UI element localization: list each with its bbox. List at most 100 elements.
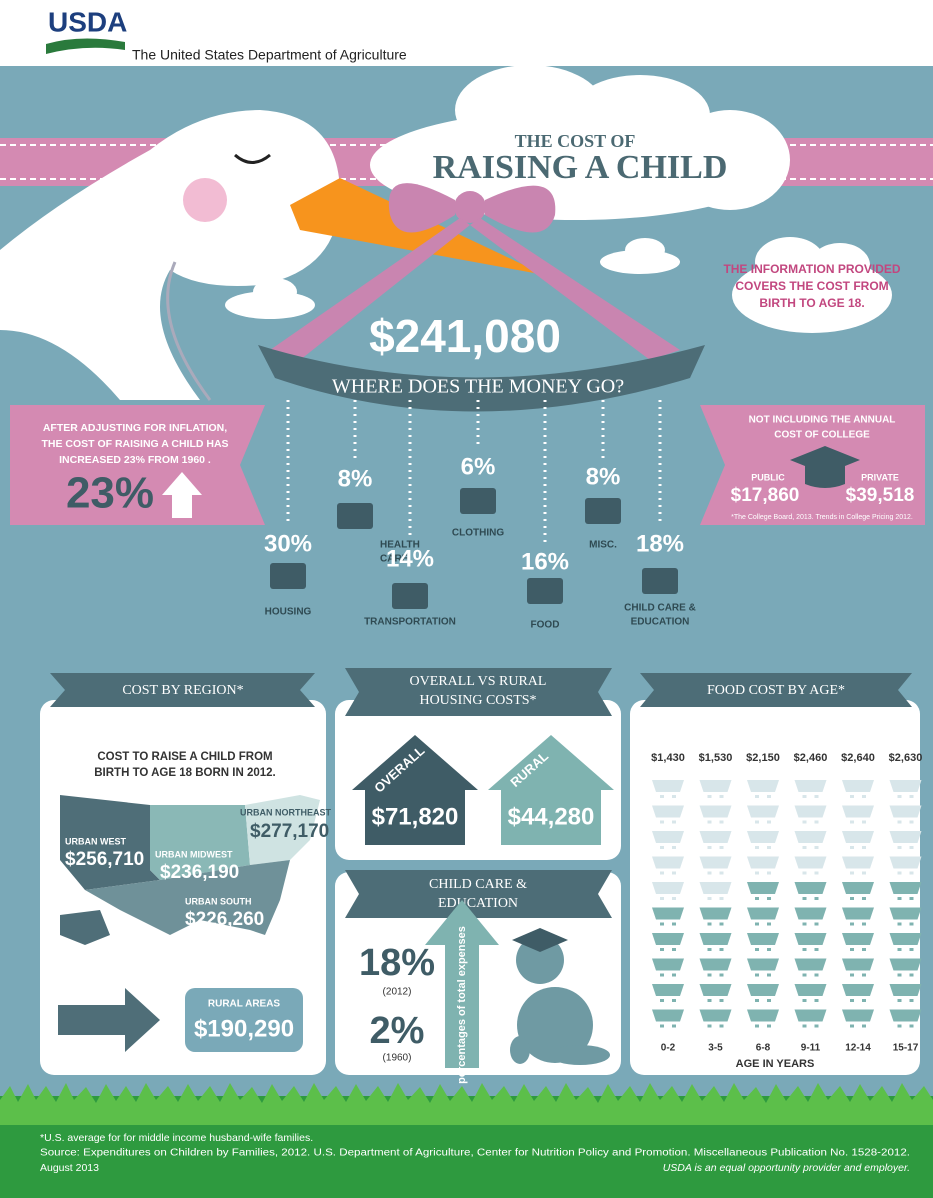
subtitle: WHERE DOES THE MONEY GO? (332, 376, 624, 398)
cart-icon (889, 856, 922, 875)
childcare-heading: CHILD CARE & (429, 877, 527, 892)
logo-swoosh (46, 38, 125, 54)
food-age: 3-5 (708, 1043, 723, 1054)
expense-icon (460, 488, 496, 514)
cart-icon (652, 780, 684, 798)
cart-icon (889, 805, 922, 824)
childcare-axis-note: percentages of total expenses (456, 926, 468, 1084)
cart-icon (842, 984, 874, 1002)
area-value: $226,260 (185, 909, 264, 930)
cart-icon (652, 907, 684, 926)
stork-eye (234, 153, 271, 164)
title-line1: THE COST OF (515, 131, 636, 151)
expense-value: 14% (386, 545, 434, 572)
stork (0, 110, 340, 400)
cart-icon (794, 882, 827, 900)
expense-value: 8% (586, 463, 621, 490)
title-cloud (370, 65, 790, 220)
cart-icon (747, 958, 779, 977)
rural-arrow (58, 988, 160, 1052)
expense-icon (642, 568, 678, 594)
subtitle-banner (258, 345, 705, 412)
ribbons (50, 668, 912, 918)
cart-icon (652, 882, 684, 900)
area-name: URBAN SOUTH (185, 896, 252, 906)
stork-neck-line (166, 261, 212, 401)
baby-cap (512, 928, 568, 952)
footer-source: Source: Expenditures on Children by Fami… (40, 1148, 910, 1159)
cart-icon (889, 907, 922, 926)
grad-cap (790, 446, 860, 488)
footer-date: August 2013 (40, 1162, 99, 1174)
cart-icon (747, 831, 779, 849)
cart-icon (794, 1009, 827, 1028)
food-amount: $2,460 (794, 752, 828, 764)
expense-icon (392, 583, 428, 609)
map-south (85, 860, 290, 935)
cart-icon (652, 933, 684, 951)
cart-icon (699, 805, 732, 824)
cart-icon (794, 907, 827, 926)
cart-icon (842, 882, 874, 900)
map-northeast (245, 795, 320, 865)
childcare-then-year: (1960) (383, 1053, 412, 1064)
house-overall (352, 735, 478, 845)
childcare-then: 2% (370, 1010, 425, 1052)
cart-icon (889, 933, 922, 951)
expense-label: HOUSING (265, 607, 312, 618)
expense-value: 16% (521, 548, 569, 575)
cart-icon (699, 882, 732, 900)
childcare-now-year: (2012) (383, 987, 412, 998)
agency: The United States Department of Agricult… (132, 47, 407, 63)
public-label: PUBLIC (751, 472, 785, 482)
food-age: 9-11 (801, 1043, 821, 1054)
cart-icon (794, 933, 827, 951)
cart-icon (652, 958, 684, 977)
cart-icon (747, 882, 779, 900)
cart-icon (747, 1009, 779, 1028)
food-amount: $2,630 (889, 752, 923, 764)
bow (270, 183, 680, 360)
map-west (60, 795, 160, 890)
expense-label: TRANSPORTATION (364, 617, 456, 628)
footer-note: *U.S. average for for middle income husb… (40, 1132, 313, 1144)
coverage-note: BIRTH TO AGE 18. (759, 296, 864, 310)
expense-label: EDUCATION (631, 617, 690, 628)
private-label: PRIVATE (861, 472, 899, 482)
cart-icon (652, 856, 684, 875)
area-name: RURAL AREAS (208, 999, 281, 1010)
region-heading: COST BY REGION* (122, 683, 243, 698)
rural-box (185, 988, 303, 1052)
expense-label: CARE (380, 554, 409, 565)
inflation-text: AFTER ADJUSTING FOR INFLATION, (43, 422, 227, 434)
area-name: URBAN NORTHEAST (240, 807, 332, 817)
cart-icon (794, 958, 827, 977)
cart-icon (699, 780, 732, 798)
housing-heading: OVERALL VS RURAL (410, 674, 547, 689)
cart-icon (889, 882, 922, 900)
expense-label: CLOTHING (452, 528, 504, 539)
expense-label: HEALTH (380, 540, 420, 551)
inflation-text: THE COST OF RAISING A CHILD HAS (41, 438, 228, 450)
cart-icon (842, 907, 874, 926)
expense-label: CHILD CARE & (624, 603, 696, 614)
cart-icon (747, 856, 779, 875)
area-value: $277,170 (250, 821, 329, 842)
housing-heading: HOUSING COSTS* (419, 693, 536, 708)
area-value: $236,190 (160, 862, 239, 883)
cart-icon (842, 1009, 874, 1028)
food-chart: $1,430 0-2 $1,530 3-5 $2,150 6-8 $2,460 9-11 $2,… (651, 752, 922, 1054)
cart-icon (699, 984, 732, 1002)
cart-icon (842, 780, 874, 798)
cart-icon (842, 805, 874, 824)
inflation-value: 23% (66, 469, 154, 518)
food-age: 15-17 (893, 1043, 919, 1054)
expense-icon (527, 578, 563, 604)
cart-icon (652, 831, 684, 849)
expense-value: 18% (636, 530, 684, 557)
food-amount: $2,640 (841, 752, 875, 764)
map-alaska (60, 910, 110, 945)
overall-cost: $71,820 (372, 803, 459, 830)
